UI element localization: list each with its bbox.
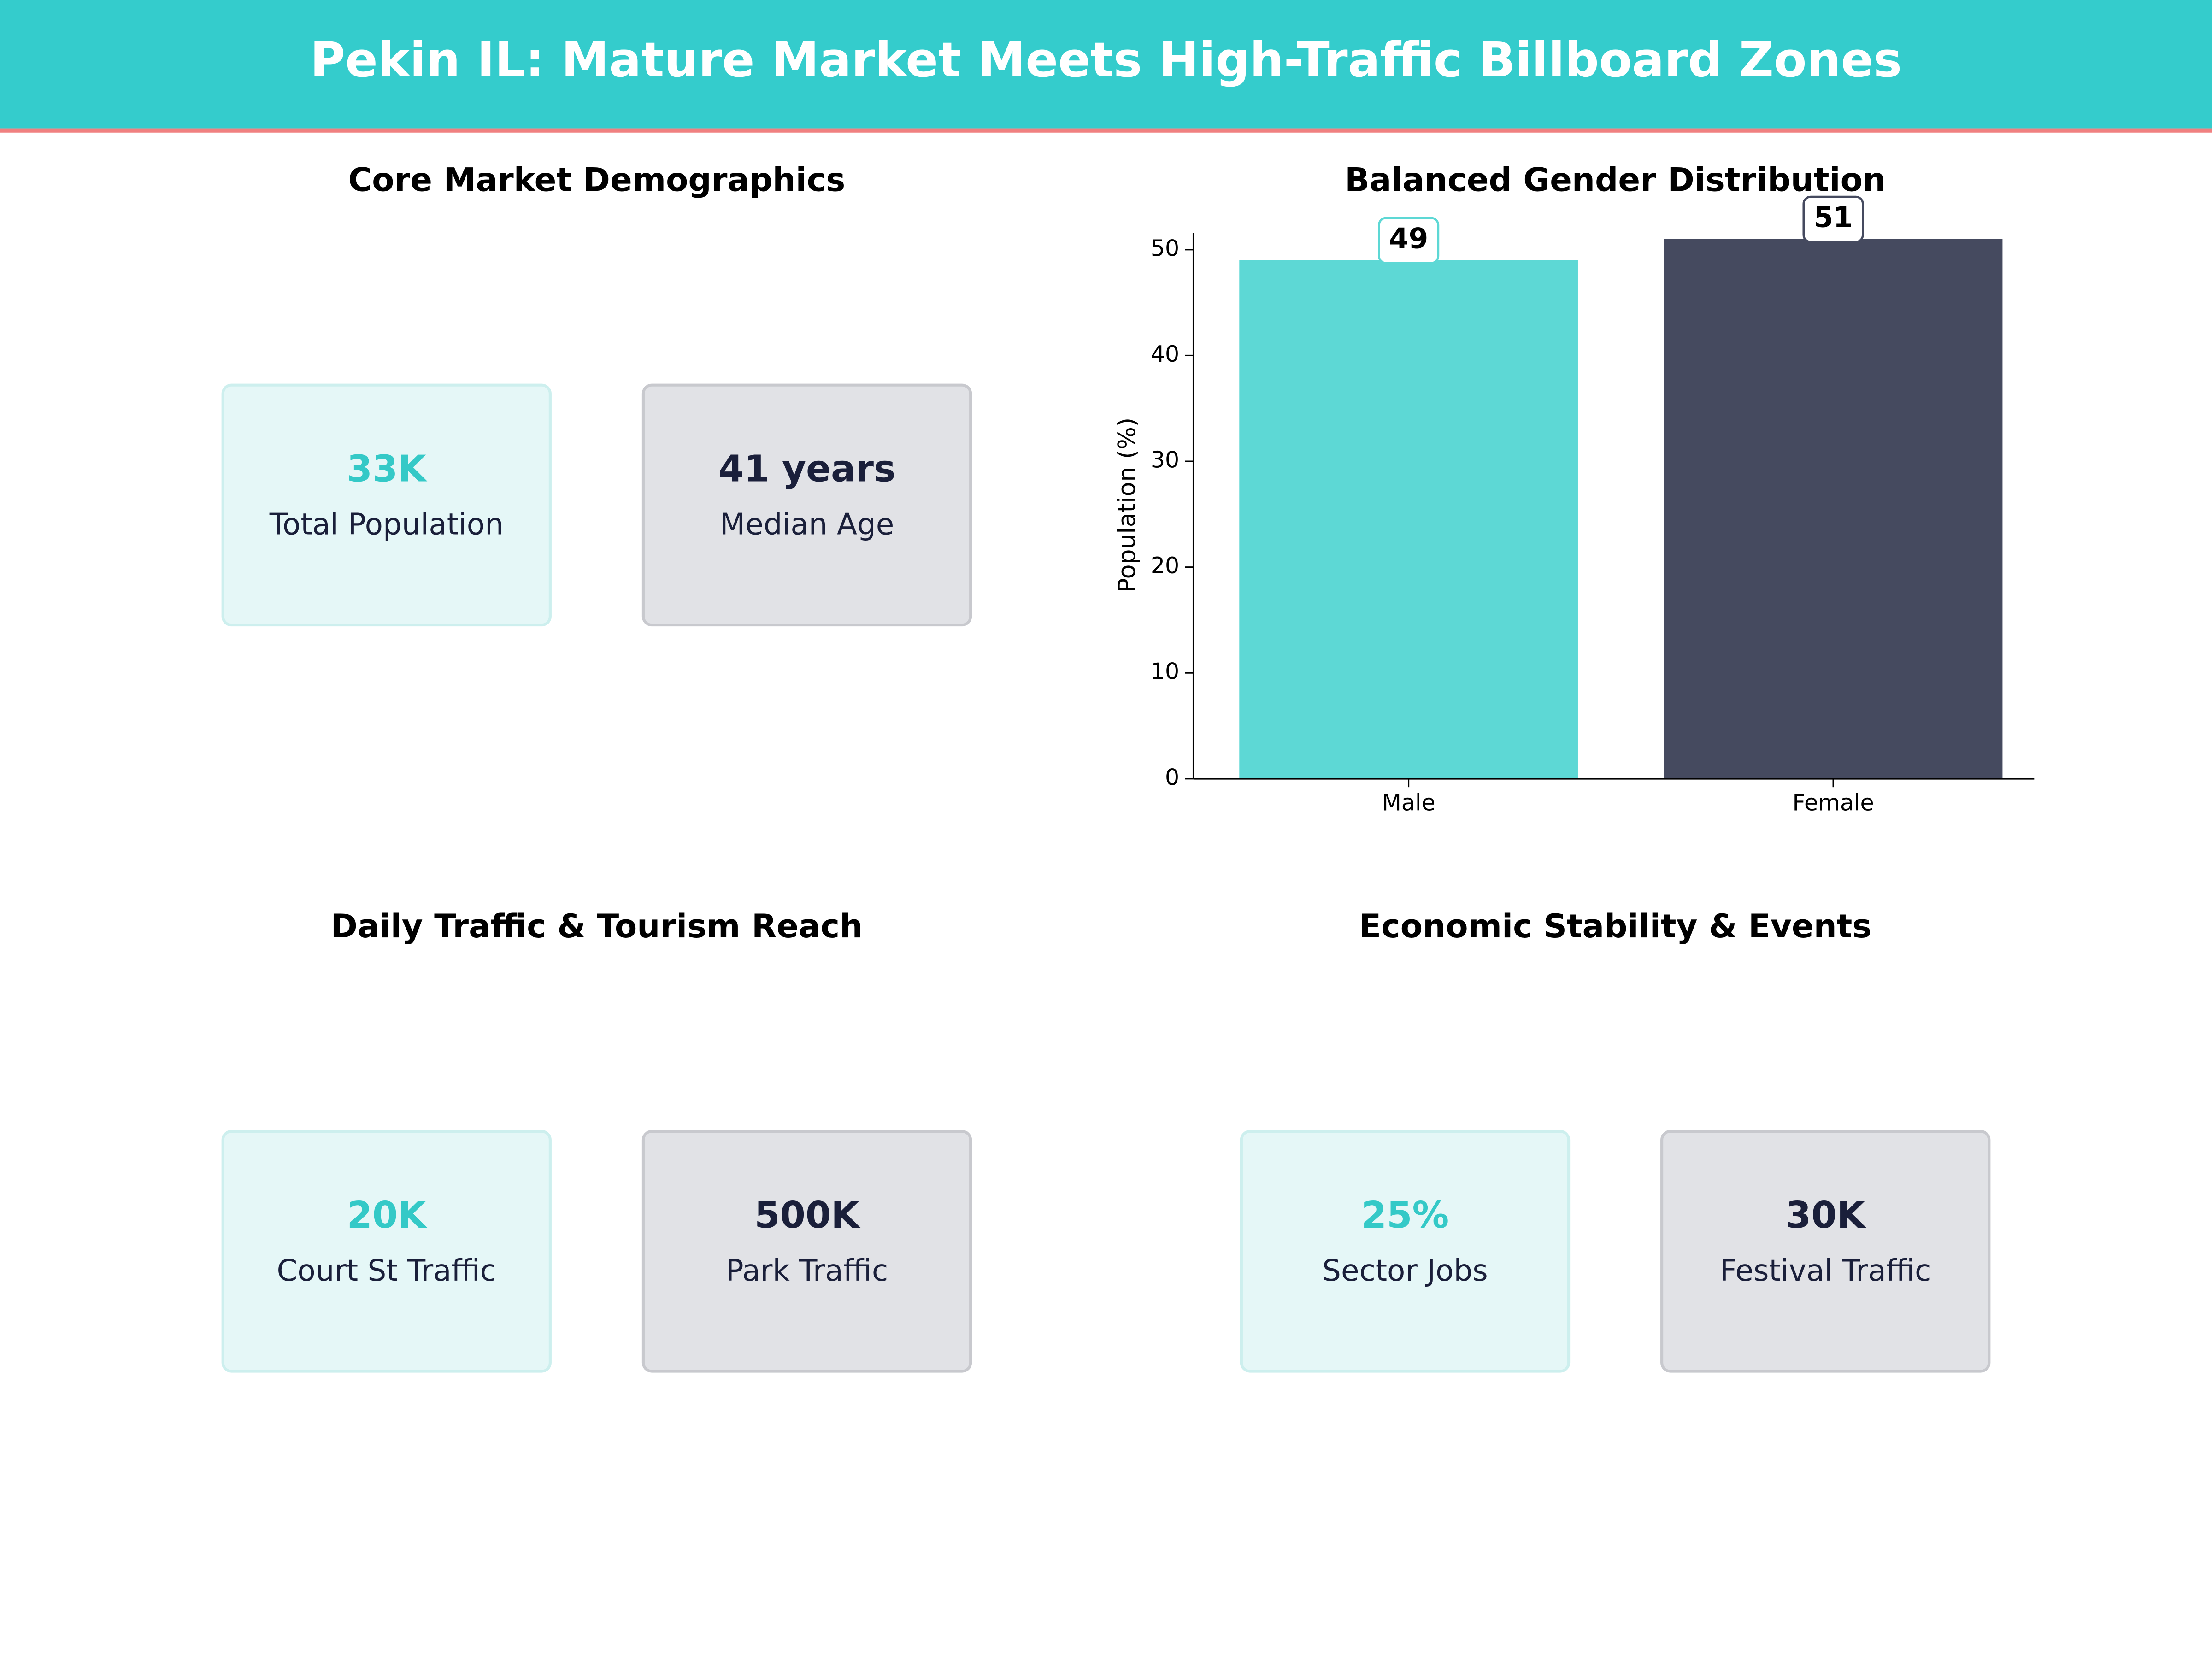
y-tick-label: 20 [1151, 553, 1179, 579]
value-label-box [1378, 217, 1440, 265]
y-tick-label: 40 [1151, 341, 1179, 367]
kpi-value: 500K [754, 1194, 861, 1236]
value-label-box [1802, 195, 1864, 243]
panel-title: Core Market Demographics [348, 161, 845, 199]
kpi-card [641, 383, 972, 627]
kpi-value: 20K [347, 1194, 428, 1236]
x-tick-label: Female [1793, 789, 1874, 816]
panel-title: Economic Stability & Events [1359, 907, 1871, 945]
kpi-label: Median Age [720, 507, 894, 541]
kpi-label: Court St Traffic [277, 1253, 496, 1288]
bar [1239, 260, 1578, 779]
x-tick-label: Male [1382, 789, 1435, 816]
kpi-label: Festival Traffic [1720, 1253, 1931, 1288]
value-label: 51 [1813, 201, 1853, 234]
kpi-label: Park Traffic [726, 1253, 888, 1288]
panel-title: Daily Traffic & Tourism Reach [331, 907, 863, 945]
y-tick-label: 50 [1151, 235, 1179, 261]
value-label: 49 [1389, 223, 1428, 255]
kpi-value: 41 years [718, 447, 896, 490]
y-tick-label: 0 [1165, 764, 1179, 790]
header-band [0, 0, 2212, 129]
kpi-label: Sector Jobs [1322, 1253, 1488, 1288]
kpi-card [221, 383, 552, 627]
page-title: Pekin IL: Mature Market Meets High-Traff… [310, 32, 1902, 88]
kpi-value: 33K [347, 447, 428, 490]
bar [1664, 239, 2003, 779]
header-rule [0, 128, 2212, 133]
kpi-card [1240, 1130, 1571, 1373]
y-tick-label: 30 [1151, 447, 1179, 473]
kpi-card [641, 1130, 972, 1373]
y-tick-label: 10 [1151, 659, 1179, 685]
chart-title: Balanced Gender Distribution [1345, 161, 1886, 199]
kpi-value: 30K [1786, 1194, 1867, 1236]
kpi-label: Total Population [269, 507, 504, 541]
y-axis-label: Population (%) [1113, 418, 1141, 593]
kpi-card [221, 1130, 552, 1373]
kpi-card [1660, 1130, 1991, 1373]
kpi-value: 25% [1361, 1194, 1449, 1236]
